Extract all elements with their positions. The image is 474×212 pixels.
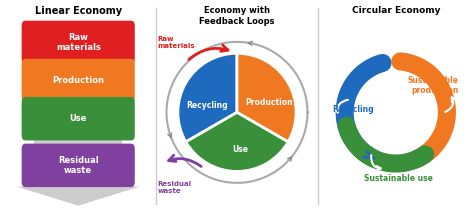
- FancyBboxPatch shape: [22, 97, 135, 141]
- Text: Residual
waste: Residual waste: [58, 156, 99, 175]
- Text: Sustainable
production: Sustainable production: [408, 76, 459, 95]
- Text: Recycling: Recycling: [186, 101, 228, 110]
- Text: Production: Production: [246, 98, 293, 107]
- Text: Recycling: Recycling: [333, 105, 374, 114]
- FancyBboxPatch shape: [22, 59, 135, 102]
- Text: Sustainable use: Sustainable use: [365, 174, 433, 183]
- Text: Linear Economy: Linear Economy: [35, 6, 122, 16]
- Text: Use: Use: [70, 114, 87, 123]
- Text: Circular Economy: Circular Economy: [352, 6, 440, 15]
- Wedge shape: [237, 53, 296, 142]
- Wedge shape: [178, 53, 237, 142]
- FancyBboxPatch shape: [22, 144, 135, 187]
- Text: Use: Use: [232, 145, 248, 154]
- Text: Raw
materials: Raw materials: [158, 36, 195, 49]
- Text: Economy with
Feedback Loops: Economy with Feedback Loops: [199, 6, 275, 26]
- Polygon shape: [17, 28, 140, 206]
- Wedge shape: [186, 112, 288, 172]
- FancyBboxPatch shape: [22, 21, 135, 64]
- Text: Production: Production: [52, 76, 104, 85]
- Text: Raw
materials: Raw materials: [56, 33, 100, 52]
- Text: Residual
waste: Residual waste: [158, 181, 192, 194]
